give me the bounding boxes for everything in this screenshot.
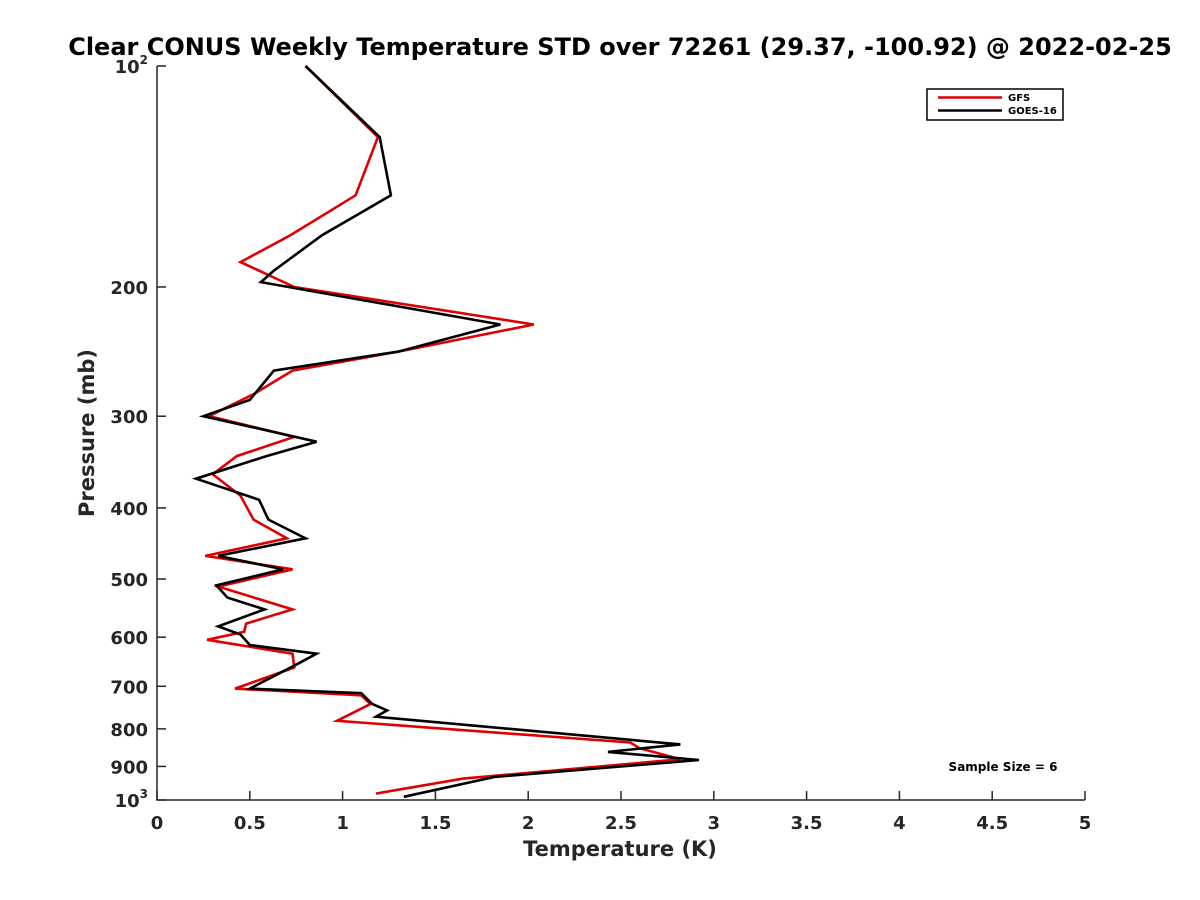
legend-label-gfs: GFS xyxy=(1008,93,1030,104)
y-tick-label: 300 xyxy=(110,407,148,428)
y-tick-label: 700 xyxy=(110,677,148,698)
y-tick-label: 102 xyxy=(115,53,148,78)
y-tick-label: 500 xyxy=(110,570,148,591)
series-line-gfs xyxy=(205,65,681,795)
x-tick-label: 3.5 xyxy=(791,813,823,834)
plot-area: 0 0.5 1 1.5 2 2.5 3 3.5 4 4.5 5 102 200 300 400 500 600… xyxy=(110,53,1091,834)
x-tick-label: 4 xyxy=(893,813,906,834)
x-tick-label: 5 xyxy=(1079,813,1092,834)
y-tick-label: 103 xyxy=(115,787,148,812)
chart-title: Clear CONUS Weekly Temperature STD over … xyxy=(68,33,1172,61)
y-tick-label: 900 xyxy=(110,757,148,778)
x-tick-label: 2 xyxy=(522,813,535,834)
x-tick-label: 1.5 xyxy=(419,813,451,834)
x-tick-label: 1 xyxy=(336,813,349,834)
legend: GFS GOES-16 xyxy=(926,88,1064,121)
x-axis-ticks: 0 0.5 1 1.5 2 2.5 3 3.5 4 4.5 5 xyxy=(151,791,1092,834)
x-axis-label: Temperature (K) xyxy=(523,837,717,861)
x-tick-label: 0.5 xyxy=(234,813,266,834)
y-axis-label: Pressure (mb) xyxy=(75,349,99,517)
y-tick-label: 200 xyxy=(110,278,148,299)
legend-label-goes-16: GOES-16 xyxy=(1008,106,1057,117)
sample-size-annotation: Sample Size = 6 xyxy=(949,760,1058,774)
y-tick-label: 800 xyxy=(110,720,148,741)
series-line-goes-16 xyxy=(191,65,700,799)
y-axis-ticks: 102 200 300 400 500 600 700 800 900 103 xyxy=(110,53,166,812)
legend-box xyxy=(926,88,1064,121)
x-tick-label: 2.5 xyxy=(605,813,637,834)
x-tick-label: 0 xyxy=(151,813,164,834)
x-tick-label: 4.5 xyxy=(976,813,1008,834)
y-tick-label: 400 xyxy=(110,499,148,520)
x-tick-label: 3 xyxy=(708,813,721,834)
series-layer xyxy=(191,65,700,799)
y-tick-label: 600 xyxy=(110,628,148,649)
